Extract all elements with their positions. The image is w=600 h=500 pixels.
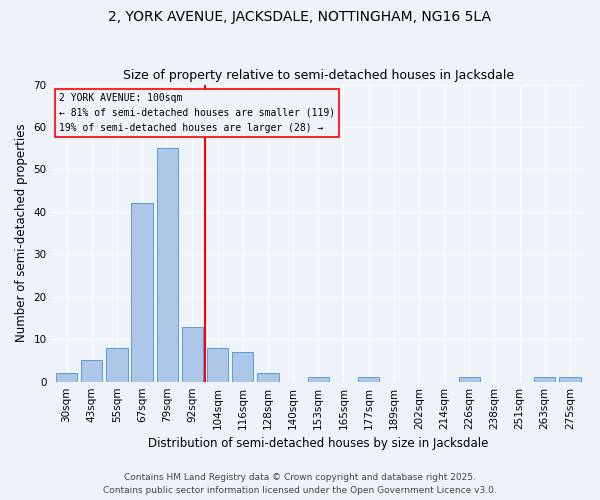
Bar: [81, 360, 103, 382]
X-axis label: Distribution of semi-detached houses by size in Jacksdale: Distribution of semi-detached houses by …: [148, 437, 488, 450]
Bar: [106, 348, 128, 382]
Bar: [534, 378, 556, 382]
Text: 2, YORK AVENUE, JACKSDALE, NOTTINGHAM, NG16 5LA: 2, YORK AVENUE, JACKSDALE, NOTTINGHAM, N…: [109, 10, 491, 24]
Bar: [182, 326, 203, 382]
Title: Size of property relative to semi-detached houses in Jacksdale: Size of property relative to semi-detach…: [123, 69, 514, 82]
Bar: [207, 348, 229, 382]
Bar: [56, 373, 77, 382]
Text: Contains HM Land Registry data © Crown copyright and database right 2025.
Contai: Contains HM Land Registry data © Crown c…: [103, 474, 497, 495]
Bar: [257, 373, 278, 382]
Bar: [157, 148, 178, 382]
Y-axis label: Number of semi-detached properties: Number of semi-detached properties: [15, 124, 28, 342]
Bar: [131, 204, 153, 382]
Bar: [232, 352, 253, 382]
Text: 2 YORK AVENUE: 100sqm
← 81% of semi-detached houses are smaller (119)
19% of sem: 2 YORK AVENUE: 100sqm ← 81% of semi-deta…: [59, 93, 335, 132]
Bar: [458, 378, 480, 382]
Bar: [559, 378, 581, 382]
Bar: [308, 378, 329, 382]
Bar: [358, 378, 379, 382]
